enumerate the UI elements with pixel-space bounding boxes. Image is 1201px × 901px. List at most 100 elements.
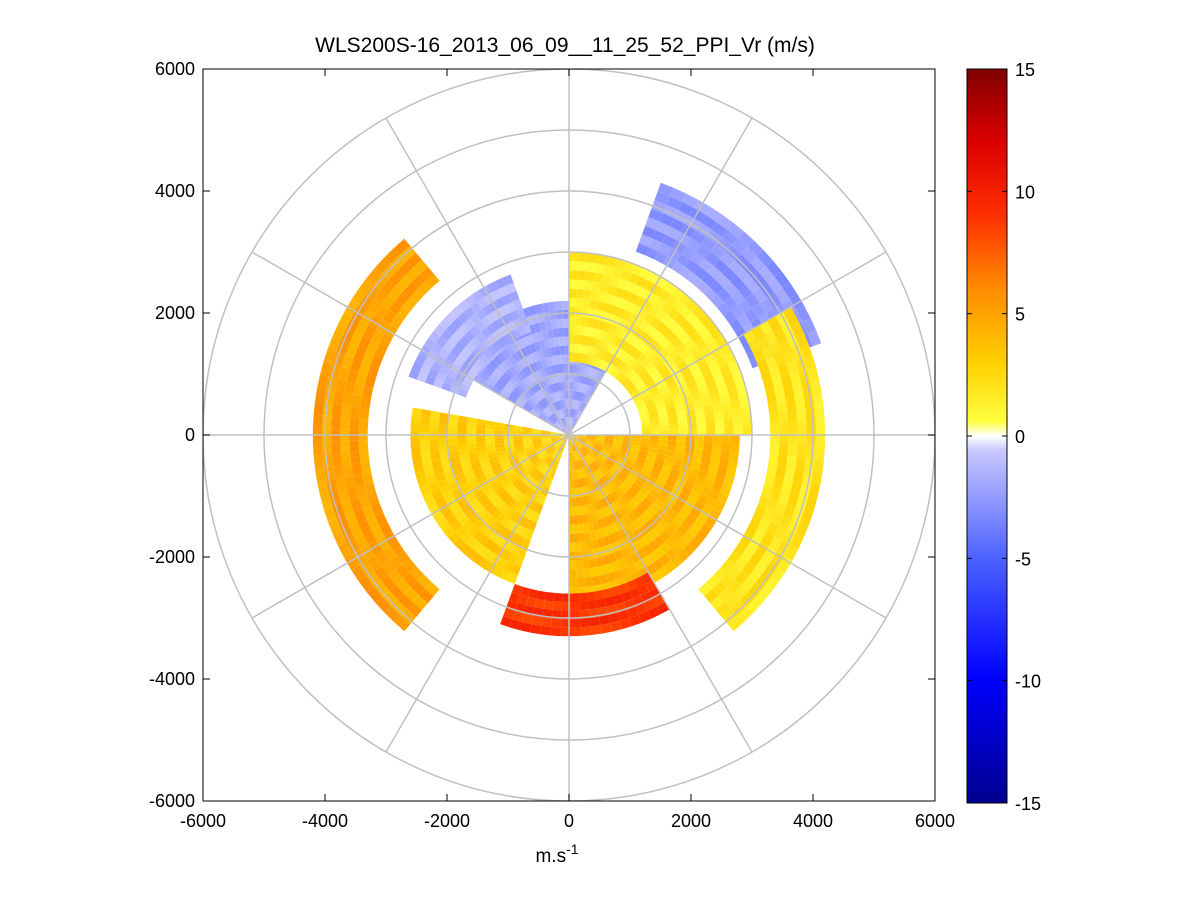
- velocity-cell: [778, 489, 791, 504]
- velocity-cell: [576, 478, 581, 489]
- velocity-cell: [642, 532, 654, 545]
- velocity-cell: [475, 437, 486, 443]
- velocity-cell: [700, 456, 712, 465]
- velocity-cell: [554, 441, 563, 448]
- velocity-cell: [606, 284, 618, 296]
- velocity-cell: [447, 426, 458, 433]
- velocity-cell: [425, 582, 440, 597]
- velocity-cell: [577, 373, 582, 383]
- velocity-cell: [687, 421, 697, 429]
- velocity-cell: [528, 588, 539, 599]
- velocity-cell: [666, 331, 678, 344]
- velocity-cell: [634, 460, 645, 468]
- velocity-cell: [690, 392, 702, 402]
- velocity-cell: [438, 365, 450, 376]
- velocity-cell: [382, 590, 398, 607]
- velocity-cell: [362, 472, 374, 485]
- velocity-cell: [747, 537, 761, 553]
- velocity-cell: [727, 222, 744, 239]
- velocity-cell: [572, 443, 578, 452]
- velocity-cell: [510, 511, 520, 523]
- velocity-cell: [594, 529, 603, 540]
- velocity-cell: [541, 437, 551, 441]
- velocity-cell: [706, 229, 722, 245]
- velocity-cell: [503, 608, 515, 620]
- velocity-cell: [449, 385, 460, 395]
- velocity-cell: [576, 353, 582, 363]
- velocity-cell: [549, 416, 557, 424]
- velocity-cell: [631, 508, 642, 519]
- velocity-cell: [570, 618, 581, 628]
- velocity-cell: [628, 386, 639, 396]
- velocity-cell: [585, 540, 594, 551]
- velocity-cell: [642, 497, 653, 508]
- velocity-cell: [715, 356, 728, 369]
- velocity-cell: [457, 323, 470, 336]
- velocity-cell: [591, 318, 600, 329]
- velocity-cell: [796, 445, 807, 459]
- velocity-cell: [379, 333, 393, 348]
- velocity-cell: [632, 377, 644, 387]
- velocity-cell: [557, 442, 564, 451]
- velocity-cell: [558, 419, 565, 428]
- velocity-cell: [541, 433, 551, 435]
- velocity-cell: [564, 354, 569, 364]
- velocity-cell: [506, 508, 516, 520]
- velocity-cell: [551, 438, 561, 443]
- velocity-cell: [620, 547, 631, 559]
- velocity-cell: [591, 356, 599, 367]
- velocity-cell: [483, 501, 495, 512]
- velocity-cell: [695, 413, 706, 422]
- velocity-cell: [614, 488, 624, 498]
- velocity-cell: [587, 253, 598, 264]
- velocity-cell: [522, 461, 532, 470]
- velocity-cell: [629, 448, 640, 454]
- velocity-cell: [705, 472, 717, 483]
- velocity-cell: [487, 452, 498, 460]
- velocity-cell: [670, 531, 683, 544]
- velocity-cell: [513, 387, 523, 396]
- velocity-cell: [790, 532, 805, 549]
- velocity-cell: [585, 366, 591, 376]
- y-tick-label: 0: [185, 425, 195, 445]
- velocity-cell: [779, 433, 789, 445]
- velocity-cell: [497, 351, 508, 362]
- polar-spoke: [568, 117, 753, 436]
- velocity-cell: [575, 440, 583, 448]
- velocity-cell: [693, 199, 711, 215]
- velocity-cell: [575, 440, 584, 447]
- velocity-cell: [645, 455, 656, 463]
- velocity-cell: [604, 293, 615, 305]
- velocity-heatmap: [312, 182, 826, 637]
- velocity-cell: [574, 461, 579, 471]
- velocity-cell: [538, 413, 548, 421]
- velocity-cell: [626, 489, 636, 499]
- velocity-cell: [550, 436, 560, 440]
- velocity-cell: [379, 522, 393, 537]
- velocity-cell: [719, 252, 735, 267]
- velocity-cell: [633, 464, 643, 472]
- velocity-cell: [665, 294, 679, 308]
- velocity-cell: [554, 401, 560, 411]
- velocity-cell: [448, 420, 458, 428]
- velocity-cell: [601, 341, 610, 352]
- x-axis: -6000 -4000 -2000 0 2000 4000 6000: [180, 69, 955, 831]
- velocity-cell: [706, 575, 721, 590]
- velocity-cell: [443, 525, 456, 538]
- velocity-cell: [410, 431, 420, 441]
- velocity-cell: [635, 242, 649, 256]
- velocity-cell: [677, 549, 690, 562]
- velocity-cell: [576, 439, 585, 446]
- velocity-cell: [638, 234, 653, 247]
- velocity-cell: [621, 466, 632, 475]
- velocity-cell: [570, 452, 574, 462]
- velocity-cell: [605, 363, 614, 374]
- velocity-cell: [312, 441, 323, 456]
- velocity-cell: [629, 498, 639, 509]
- velocity-cell: [603, 461, 613, 469]
- velocity-cell: [572, 443, 577, 452]
- velocity-cell: [737, 606, 754, 623]
- velocity-cell: [672, 354, 685, 366]
- velocity-cell: [731, 290, 746, 305]
- velocity-cell: [629, 614, 642, 627]
